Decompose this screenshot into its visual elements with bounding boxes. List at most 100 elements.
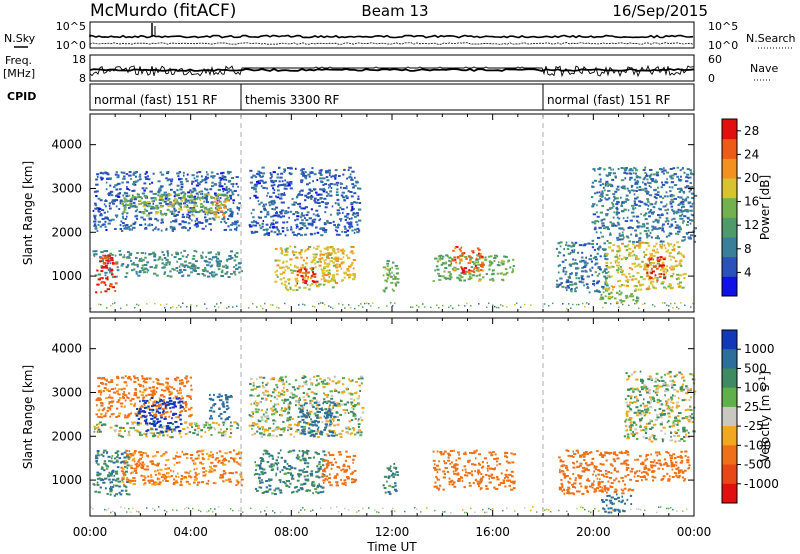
heatmap-cell: [176, 376, 180, 379]
heatmap-cell: [352, 272, 354, 275]
heatmap-cell: [684, 209, 687, 212]
heatmap-cell: [96, 474, 100, 477]
heatmap-cell: [269, 172, 272, 174]
heatmap-cell: [165, 227, 168, 230]
heatmap-cell: [596, 252, 599, 255]
heatmap-cell: [117, 192, 121, 195]
heatmap-cell: [117, 195, 121, 198]
heatmap-cell: [296, 195, 299, 198]
heatmap-cell: [106, 177, 109, 180]
heatmap-cell: [578, 244, 583, 247]
heatmap-cell: [297, 424, 301, 426]
heatmap-cell: [145, 187, 148, 190]
heatmap-cell: [596, 236, 601, 239]
heatmap-cell: [335, 226, 338, 229]
heatmap-cell: [300, 227, 304, 229]
heatmap-cell: [169, 393, 173, 395]
heatmap-cell: [274, 403, 276, 406]
heatmap-cell: [133, 469, 138, 472]
heatmap-cell: [292, 289, 295, 292]
heatmap-cell: [279, 247, 282, 250]
heatmap-cell: [396, 281, 398, 284]
heatmap-cell: [124, 226, 128, 229]
heatmap-cell: [253, 220, 255, 222]
heatmap-cell: [172, 228, 176, 231]
heatmap-cell: [324, 383, 329, 385]
heatmap-cell: [203, 200, 206, 203]
heatmap-cell: [225, 186, 228, 188]
heatmap-cell: [677, 208, 680, 211]
heatmap-cell: [461, 252, 465, 255]
heatmap-cell: [180, 400, 184, 403]
heatmap-cell: [153, 423, 157, 426]
heatmap-cell: [218, 450, 222, 453]
heatmap-cell: [240, 472, 243, 475]
heatmap-cell: [340, 391, 343, 394]
heatmap-cell: [162, 383, 165, 386]
heatmap-cell: [292, 213, 296, 216]
heatmap-cell: [609, 233, 612, 236]
heatmap-cell: [165, 177, 168, 180]
heatmap-cell: [616, 271, 620, 274]
heatmap-cell: [328, 276, 330, 279]
heatmap-cell: [170, 212, 173, 215]
heatmap-cell: [226, 401, 229, 404]
heatmap-cell: [209, 415, 213, 418]
heatmap-cell: [142, 479, 146, 481]
heatmap-cell: [143, 268, 147, 271]
heatmap-cell: [287, 251, 289, 253]
heatmap-cell: [110, 485, 112, 488]
heatmap-cell: [163, 476, 166, 479]
heatmap-cell: [573, 250, 575, 253]
heatmap-cell: [192, 207, 196, 209]
heatmap-cell: [188, 408, 191, 411]
heatmap-cell: [236, 212, 239, 215]
heatmap-cell: [663, 195, 667, 198]
heatmap-cell: [163, 193, 166, 196]
heatmap-cell: [171, 429, 174, 432]
heatmap-cell: [225, 222, 228, 224]
heatmap-cell: [272, 419, 276, 422]
heatmap-cell: [237, 194, 240, 197]
heatmap-cell: [593, 284, 596, 287]
heatmap-cell: [182, 171, 185, 174]
heatmap-cell: [208, 217, 212, 220]
heatmap-cell: [667, 249, 670, 252]
heatmap-cell: [480, 255, 484, 258]
heatmap-cell: [183, 266, 186, 268]
heatmap-cell: [328, 405, 331, 408]
heatmap-cell: [269, 201, 272, 204]
heatmap-cell: [123, 211, 126, 214]
heatmap-cell: [173, 191, 176, 194]
heatmap-cell: [204, 187, 206, 190]
heatmap-cell: [195, 184, 200, 187]
heatmap-cell: [121, 467, 125, 470]
heatmap-cell: [188, 201, 191, 204]
heatmap-cell: [303, 224, 307, 227]
heatmap-cell: [264, 399, 268, 402]
heatmap-cell: [166, 203, 169, 206]
heatmap-cell: [621, 201, 624, 204]
heatmap-cell: [334, 177, 337, 180]
heatmap-cell: [116, 183, 119, 186]
heatmap-cell: [257, 419, 260, 421]
heatmap-cell: [471, 261, 475, 264]
heatmap-cell: [150, 205, 155, 208]
heatmap-cell: [94, 490, 97, 493]
heatmap-cell: [665, 235, 668, 238]
heatmap-cell: [109, 252, 112, 255]
heatmap-cell: [285, 285, 288, 288]
heatmap-cell: [339, 400, 343, 403]
heatmap-cell: [289, 433, 293, 436]
heatmap-cell: [638, 188, 642, 191]
heatmap-cell: [270, 173, 273, 176]
heatmap-cell: [623, 171, 627, 174]
heatmap-cell: [231, 191, 234, 194]
heatmap-cell: [322, 227, 326, 230]
heatmap-cell: [605, 226, 609, 229]
heatmap-cell: [570, 287, 573, 290]
heatmap-cell: [621, 242, 625, 245]
heatmap-cell: [283, 254, 287, 257]
heatmap-cell: [250, 377, 253, 380]
heatmap-cell: [486, 306, 488, 309]
